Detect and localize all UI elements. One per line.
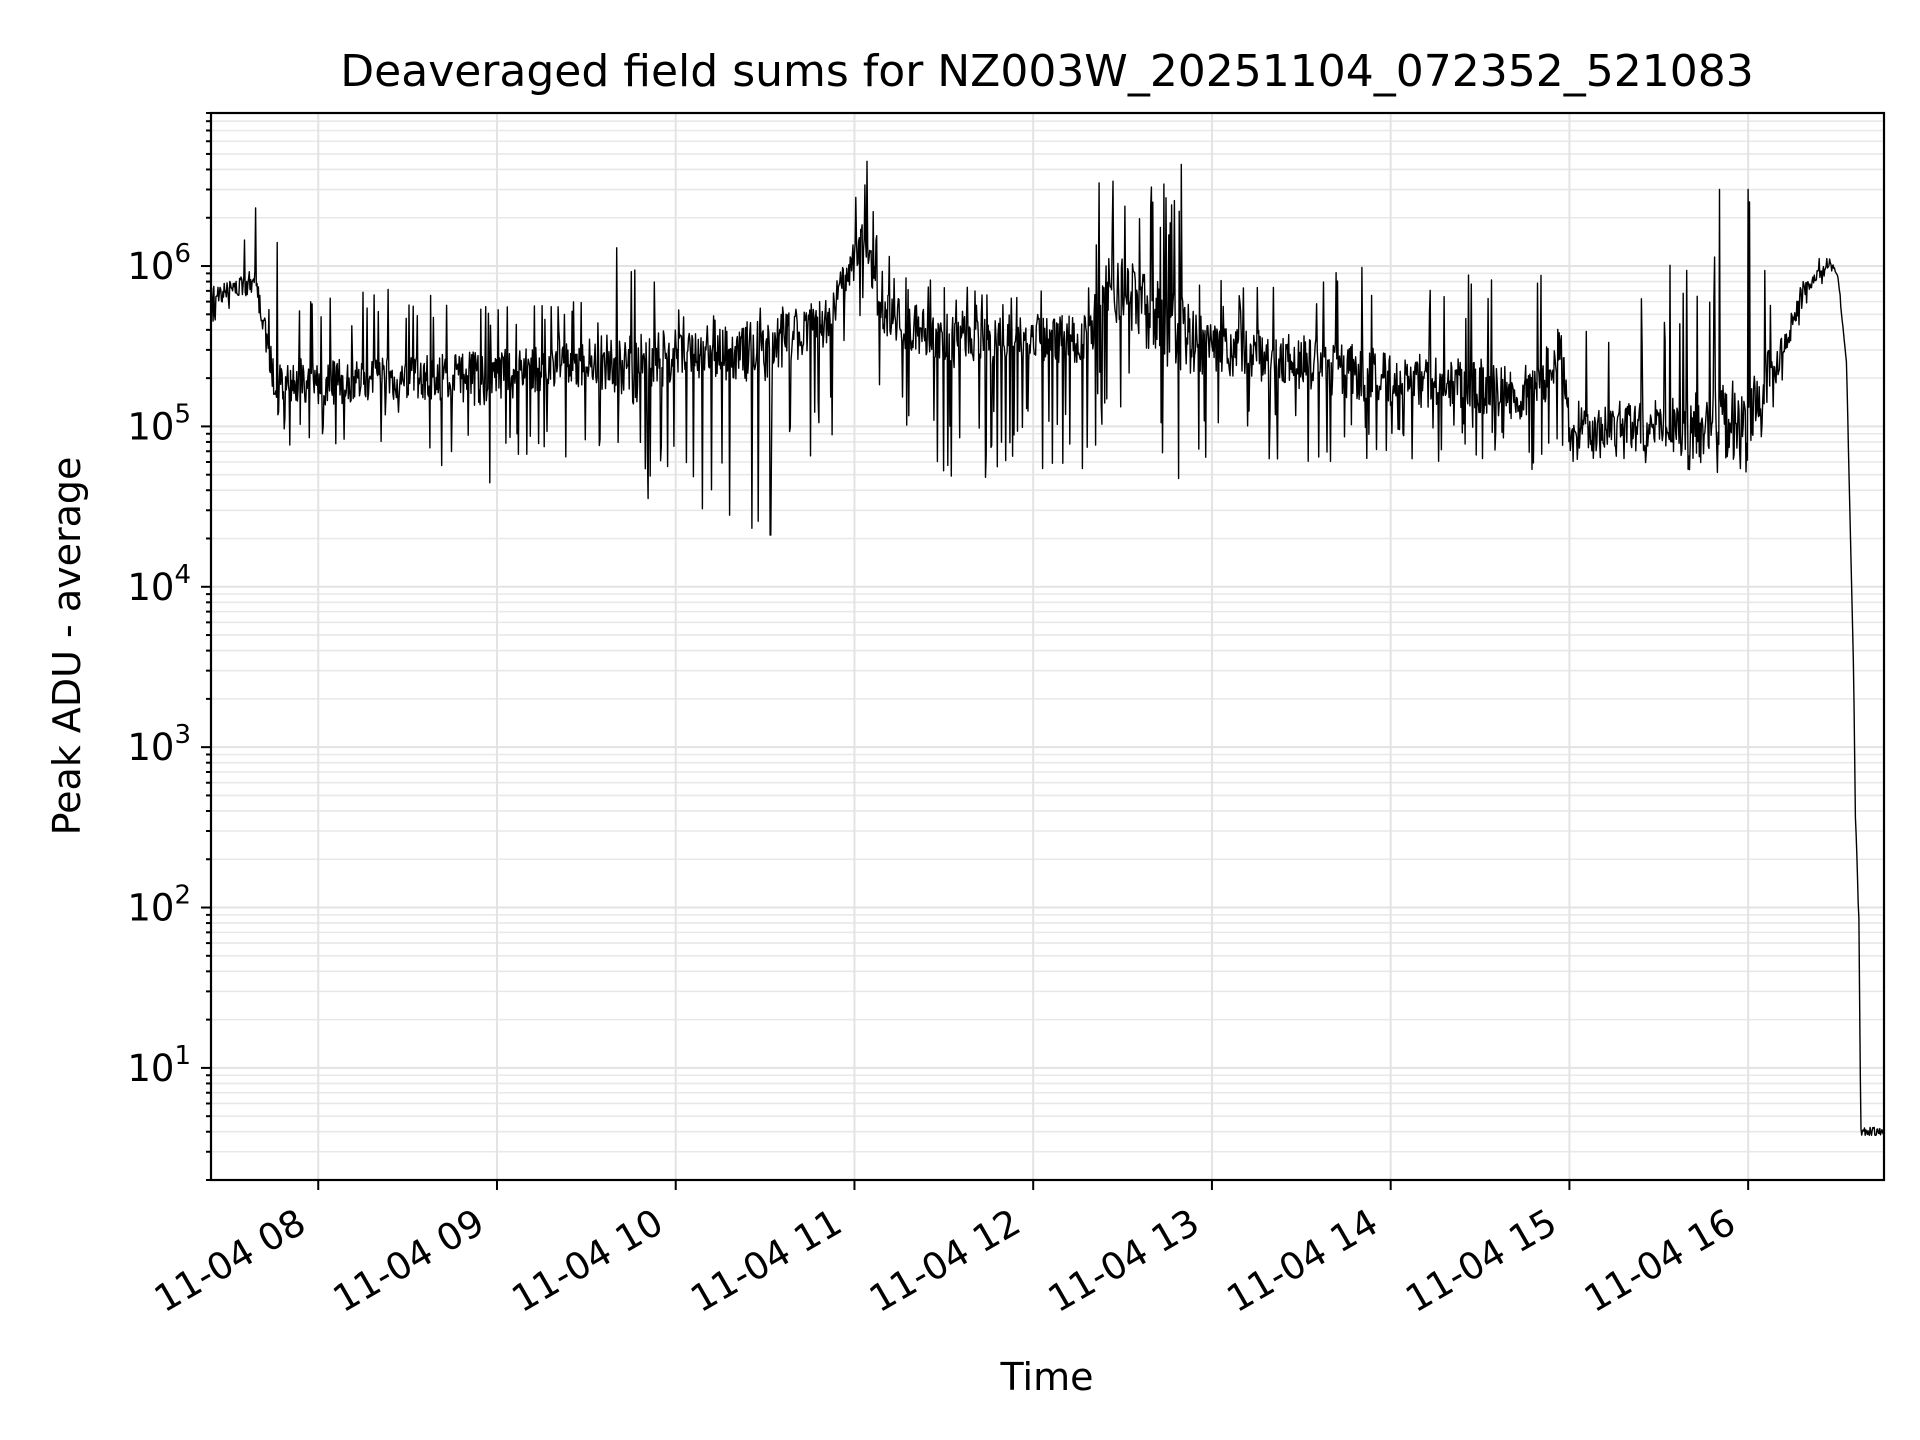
y-tick-exponent: 1 [174,1041,191,1071]
plot-area [210,160,1885,1137]
x-axis-label: Time [1000,1355,1094,1399]
y-tick-base: 10 [127,1047,174,1090]
x-tick-label: 11-04 13 [1041,1201,1207,1321]
y-tick-exponent: 6 [174,239,191,269]
y-tick-base: 10 [127,566,174,609]
x-tick-label: 11-04 08 [147,1201,313,1321]
x-tick-label: 11-04 10 [505,1201,671,1321]
x-tick-label: 11-04 14 [1220,1201,1386,1321]
grid-lines [211,112,1884,1181]
y-tick-base: 10 [127,726,174,769]
y-tick-base: 10 [127,245,174,288]
y-tick-exponent: 5 [174,399,191,429]
x-tick-label: 11-04 11 [683,1201,849,1321]
chart-title: Deaveraged field sums for NZ003W_2025110… [340,46,1753,97]
x-tick-label: 11-04 15 [1398,1201,1564,1321]
x-tick-label: 11-04 16 [1577,1201,1743,1321]
y-axis-label: Peak ADU - average [45,457,89,836]
y-tick-label: 103 [127,720,191,769]
y-tick-base: 10 [127,405,174,448]
y-tick-exponent: 3 [174,720,191,750]
y-tick-label: 105 [127,399,191,448]
y-tick-exponent: 4 [174,560,191,590]
series-line [210,160,1885,1137]
y-tick-label: 104 [127,560,191,609]
y-tick-label: 102 [127,881,191,930]
y-tick-label: 106 [127,239,191,288]
y-tick-base: 10 [127,887,174,930]
y-tick-exponent: 2 [174,881,191,911]
x-tick-label: 11-04 09 [326,1201,492,1321]
x-tick-label: 11-04 12 [862,1201,1028,1321]
axes-frame [209,111,1886,1182]
y-tick-label: 101 [127,1041,191,1090]
x-axis: 11-04 08 11-04 09 11-04 10 11-04 11 11-04 12… [147,1180,1750,1321]
